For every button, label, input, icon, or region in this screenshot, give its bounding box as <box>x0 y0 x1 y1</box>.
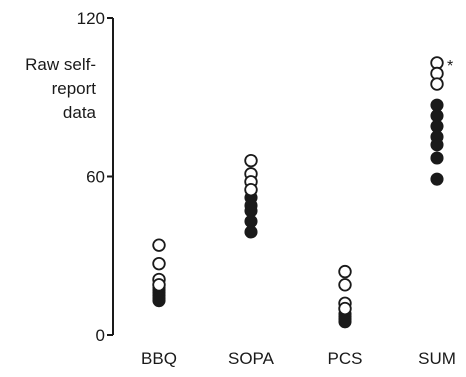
category-label: PCS <box>328 349 363 368</box>
y-tick-label: 60 <box>86 168 105 187</box>
category-label: SOPA <box>228 349 275 368</box>
y-axis-label-line: Raw self- <box>25 55 96 74</box>
data-point-open <box>244 183 258 197</box>
data-point-filled <box>430 138 444 152</box>
y-tick-label: 0 <box>96 326 105 345</box>
data-point-open <box>152 238 166 252</box>
category-label: SUM <box>418 349 456 368</box>
data-point-filled <box>430 151 444 165</box>
data-points <box>152 56 444 329</box>
data-point-open <box>338 301 352 316</box>
data-point-open <box>152 256 166 271</box>
data-point-open <box>152 278 166 292</box>
data-point-filled <box>430 172 444 186</box>
y-axis-label-line: data <box>63 103 97 122</box>
data-point-filled <box>338 315 352 329</box>
category-labels: BBQ SOPA PCS SUM <box>141 349 456 368</box>
y-axis-label: Raw self-report data <box>25 55 96 122</box>
y-tick-label: 120 <box>77 9 105 28</box>
y-axis-ticks: 0 60 120 <box>77 9 113 345</box>
y-axis-label-line: report <box>52 79 97 98</box>
data-point-open <box>338 264 352 279</box>
data-point-filled <box>244 225 258 239</box>
data-point-filled <box>152 294 166 308</box>
category-label: BBQ <box>141 349 177 368</box>
annotation-asterisk: * <box>447 58 453 75</box>
annotations: * <box>447 58 453 75</box>
data-point-open <box>430 77 444 91</box>
data-point-open <box>338 278 352 292</box>
data-point-open <box>244 153 258 168</box>
